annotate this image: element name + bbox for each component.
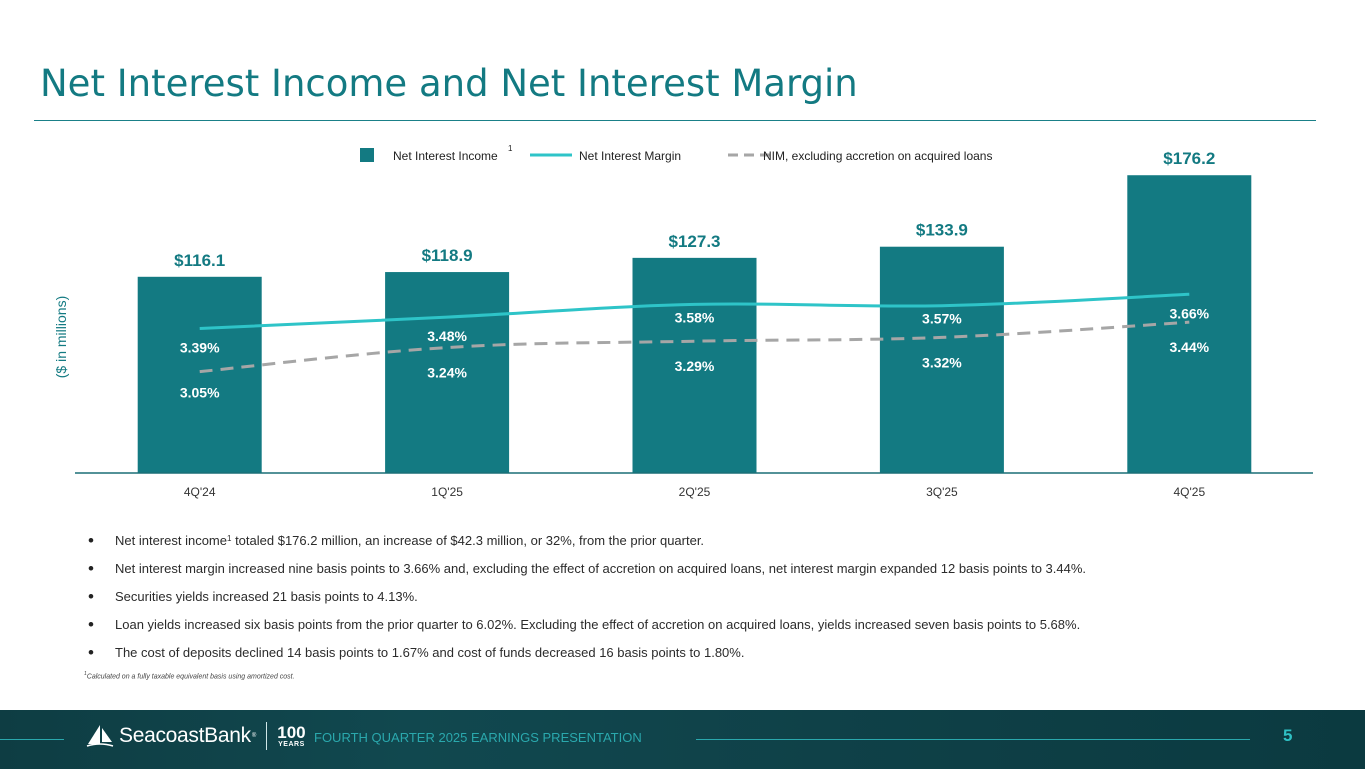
bar-value-label: $133.9	[916, 221, 968, 240]
bullet-item: The cost of deposits declined 14 basis p…	[88, 644, 1086, 672]
nim-excl-data-label: 3.32%	[922, 354, 962, 370]
legend-label-net-interest-margin: Net Interest Margin	[579, 149, 681, 163]
bar-value-label: $118.9	[422, 246, 473, 265]
commentary-bullets: Net interest income1 totaled $176.2 mill…	[88, 532, 1086, 672]
bullet-text: Loan yields increased six basis points f…	[115, 617, 1081, 632]
sailboat-icon	[86, 725, 114, 747]
nim-excl-data-label: 3.44%	[1169, 339, 1209, 355]
page-number: 5	[1283, 726, 1293, 745]
chart-legend: Net Interest Income 1 Net Interest Margi…	[360, 144, 992, 163]
x-tick-label: 2Q'25	[679, 485, 711, 499]
nim-data-label: 3.48%	[427, 328, 467, 344]
footnote-marker: 1	[84, 671, 87, 677]
nim-excl-data-label: 3.29%	[675, 358, 715, 374]
centennial-text: YEARS	[278, 741, 305, 748]
bullet-item: Net interest income1 totaled $176.2 mill…	[88, 532, 1086, 560]
legend-label-nim-excluding-accretion: NIM, excluding accretion on acquired loa…	[763, 149, 992, 163]
presentation-caption: FOURTH QUARTER 2025 EARNINGS PRESENTATIO…	[314, 730, 642, 745]
bar-4q24	[137, 276, 262, 473]
bullet-item: Net interest margin increased nine basis…	[88, 560, 1086, 588]
x-tick-label: 4Q'24	[184, 485, 216, 499]
footer-rule-right	[696, 739, 1250, 740]
x-tick-label: 4Q'25	[1173, 485, 1205, 499]
bullet-item: Securities yields increased 21 basis poi…	[88, 588, 1086, 616]
bar-value-label: $116.1	[174, 251, 225, 270]
title-divider	[34, 120, 1316, 121]
footer-rule-left	[0, 739, 64, 740]
bullet-text: Securities yields increased 21 basis poi…	[115, 589, 418, 604]
brand-name: SeacoastBank	[119, 724, 251, 747]
bullet-text-continued: totaled $176.2 million, an increase of $…	[231, 533, 705, 548]
nim-data-label: 3.57%	[922, 311, 962, 327]
footnote-text: Calculated on a fully taxable equivalent…	[86, 673, 295, 681]
nim-excluding-accretion-line	[199, 320, 1190, 374]
centennial-badge: 100 YEARS	[277, 724, 305, 748]
nim-data-label: 3.39%	[180, 340, 220, 356]
nim-excl-data-label: 3.05%	[180, 385, 220, 401]
legend-swatch-net-interest-income	[360, 148, 374, 162]
page-title: Net Interest Income and Net Interest Mar…	[40, 62, 858, 105]
brand-divider	[266, 722, 268, 750]
y-axis-label: ($ in millions)	[53, 296, 69, 378]
nim-data-label: 3.66%	[1169, 305, 1209, 321]
nii-nim-chart: Net Interest Income 1 Net Interest Margi…	[53, 144, 1313, 499]
nim-excl-data-label: 3.24%	[427, 365, 467, 381]
bar-value-label: $176.2	[1163, 149, 1215, 168]
brand-logo: SeacoastBank ® 100 YEARS	[86, 722, 306, 750]
legend-superscript: 1	[508, 144, 513, 153]
footer-bar: SeacoastBank ® 100 YEARS FOURTH QUARTER 2…	[0, 710, 1365, 769]
footnote: 1Calculated on a fully taxable equivalen…	[84, 671, 295, 680]
bullet-text: The cost of deposits declined 14 basis p…	[115, 645, 745, 660]
bar-3q25	[879, 246, 1004, 473]
net-interest-margin-line	[199, 292, 1190, 331]
bar-1q25	[385, 272, 510, 473]
x-tick-label: 3Q'25	[926, 485, 958, 499]
centennial-number: 100	[277, 723, 306, 742]
legend-label-net-interest-income: Net Interest Income	[393, 149, 498, 163]
nim-data-label: 3.58%	[675, 309, 715, 325]
bullet-text: Net interest margin increased nine basis…	[115, 561, 1087, 576]
x-tick-label: 1Q'25	[431, 485, 463, 499]
bullet-item: Loan yields increased six basis points f…	[88, 616, 1086, 644]
brand-registered-mark: ®	[251, 733, 257, 739]
bar-2q25	[632, 257, 757, 473]
bar-value-label: $127.3	[669, 232, 721, 251]
bullet-text: Net interest income	[115, 533, 227, 548]
bullet-footnote-marker: 1	[227, 534, 232, 543]
